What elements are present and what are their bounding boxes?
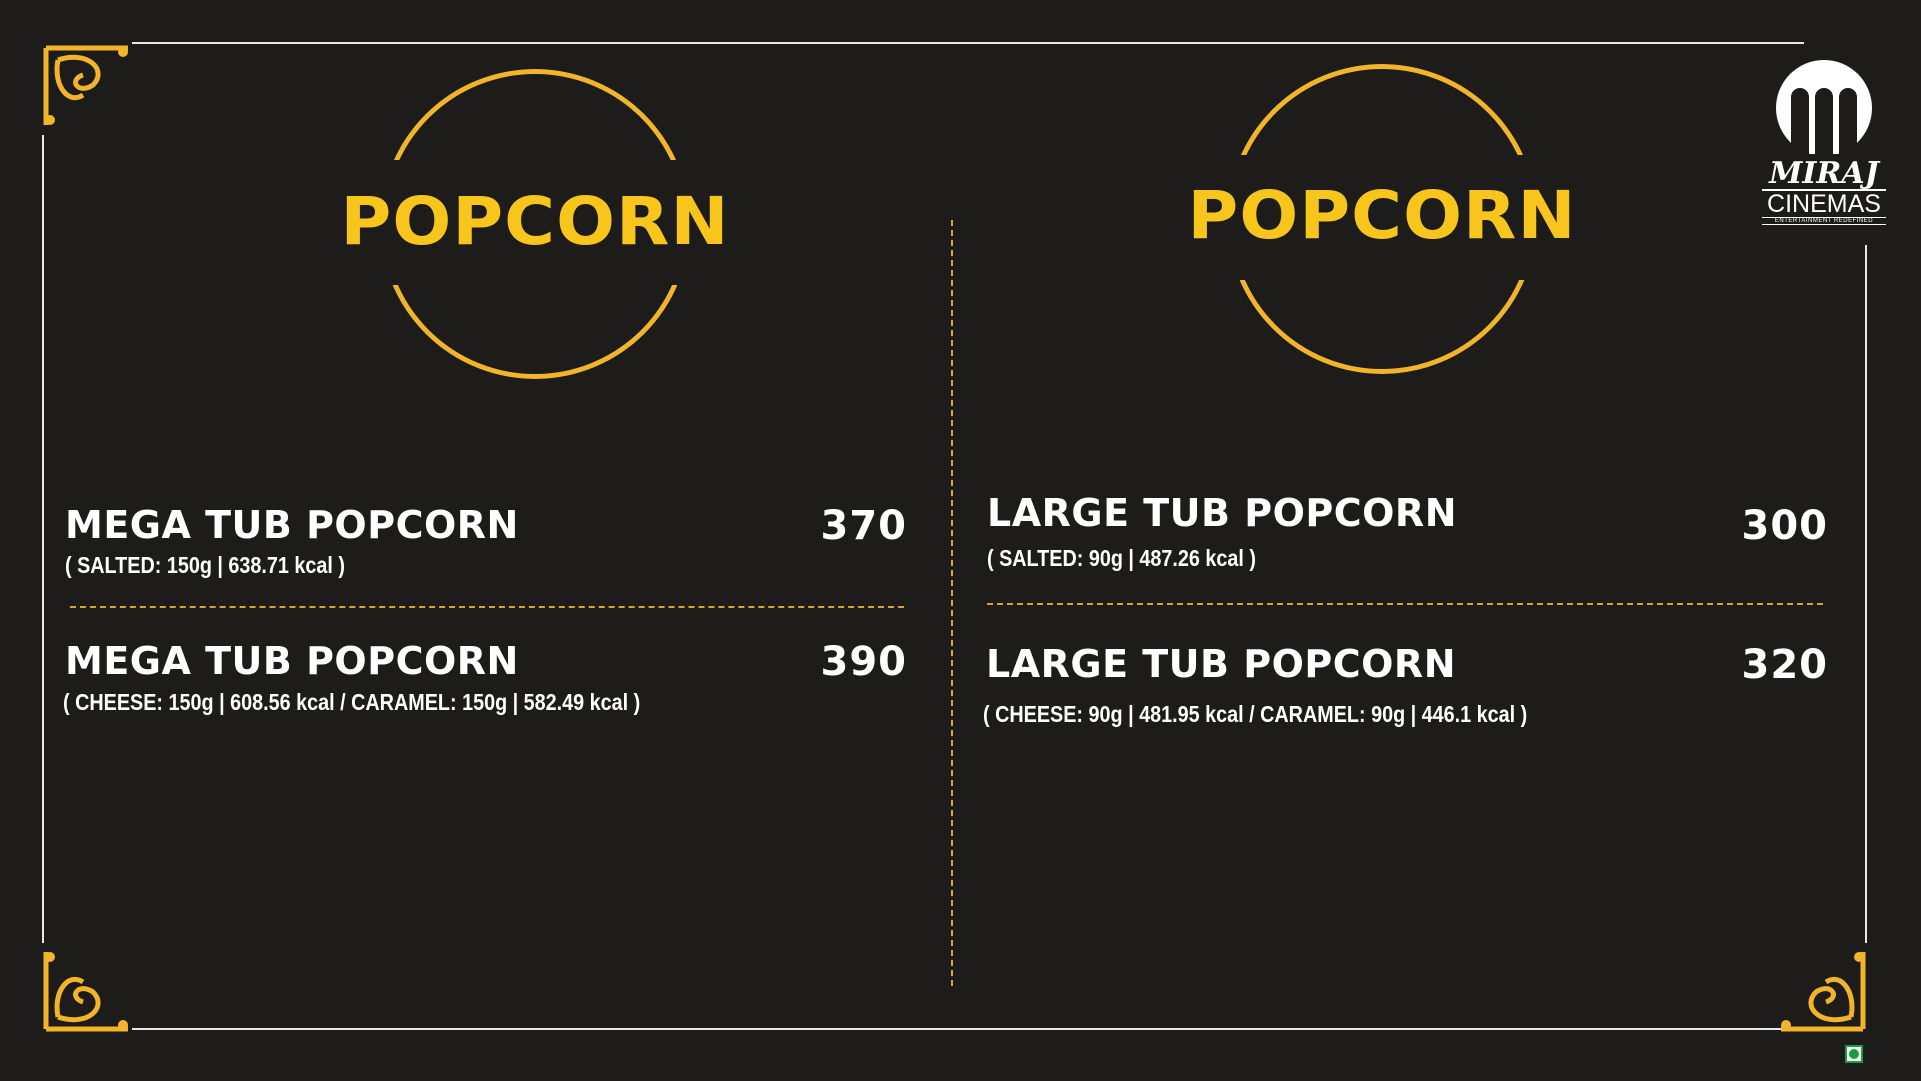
logo-sub: CINEMAS — [1762, 189, 1886, 217]
item-divider — [70, 606, 904, 608]
item-details: ( CHEESE: 150g | 608.56 kcal / CARAMEL: … — [63, 689, 641, 715]
section-heading: POPCORN — [1187, 177, 1577, 254]
frame-bottom — [132, 1028, 1782, 1030]
item-details: ( SALTED: 90g | 487.26 kcal ) — [987, 545, 1257, 571]
item-name: MEGA TUB POPCORN — [65, 639, 519, 683]
item-details: ( SALTED: 150g | 638.71 kcal ) — [65, 552, 346, 578]
veg-mark-icon — [1845, 1045, 1863, 1063]
ornament-top-left-icon — [43, 45, 128, 125]
logo-name: MIRAJ — [1769, 156, 1879, 191]
ornament-bottom-right-icon — [1781, 952, 1866, 1032]
frame-left — [42, 135, 44, 943]
ornament-bottom-left-icon — [43, 952, 128, 1032]
item-details: ( CHEESE: 90g | 481.95 kcal / CARAMEL: 9… — [983, 701, 1528, 727]
item-price: 300 — [1741, 503, 1828, 549]
item-name: LARGE TUB POPCORN — [986, 642, 1456, 686]
item-divider — [987, 603, 1823, 605]
section-divider — [951, 220, 953, 986]
logo-tagline: ENTERTAINMENT REDEFINED — [1762, 217, 1886, 225]
frame-top — [132, 42, 1804, 44]
section-heading: POPCORN — [340, 183, 730, 260]
item-name: MEGA TUB POPCORN — [65, 503, 519, 547]
miraj-emblem-icon — [1766, 60, 1882, 163]
item-price: 370 — [820, 503, 907, 549]
item-price: 320 — [1741, 642, 1828, 688]
frame-right — [1865, 245, 1867, 943]
item-name: LARGE TUB POPCORN — [987, 491, 1457, 535]
miraj-cinemas-logo: MIRAJ CINEMAS ENTERTAINMENT REDEFINED — [1762, 58, 1886, 240]
item-price: 390 — [820, 639, 907, 685]
